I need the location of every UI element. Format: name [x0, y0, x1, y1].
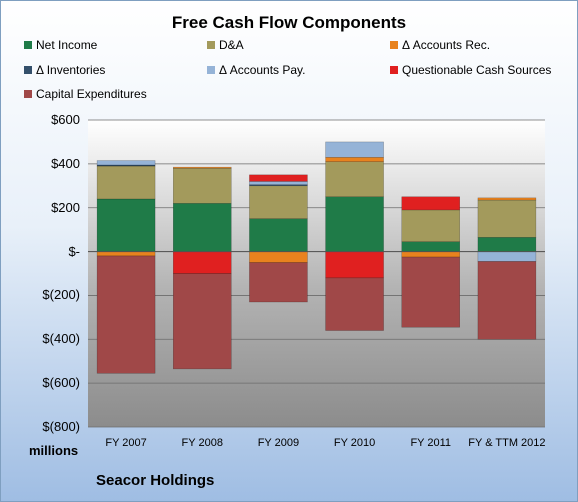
y-tick-label: $(200) [42, 287, 80, 303]
x-tick-label: FY 2007 [105, 437, 147, 449]
y-tick-label: $- [68, 243, 80, 259]
bar-segment [477, 251, 537, 262]
bar-segment [477, 261, 537, 340]
legend-item-inventories: Δ Inventories [24, 63, 105, 77]
bar-segment [401, 241, 460, 252]
x-tick-label: FY 2008 [181, 437, 223, 449]
x-tick-label: FY 2011 [410, 437, 452, 449]
legend-label: Δ Inventories [36, 63, 106, 77]
bar-segment [325, 251, 384, 279]
bar-segment [325, 277, 384, 331]
bar-segment [477, 197, 537, 201]
bar-segment [96, 160, 156, 166]
legend-swatch [390, 66, 398, 74]
unit-label: millions [29, 443, 79, 458]
y-tick-label: $400 [51, 155, 80, 171]
legend-item-da: D&A [207, 38, 244, 52]
bar-segment [477, 237, 537, 252]
y-tick-label: $(600) [42, 375, 80, 391]
legend-label: Δ Accounts Pay. [219, 63, 306, 77]
y-tick-label: $(800) [42, 419, 80, 434]
bar-segment [477, 199, 537, 238]
bar-segment [96, 251, 156, 257]
legend-label: D&A [219, 38, 244, 52]
bar-segment [249, 218, 308, 252]
bar-segment [249, 262, 308, 303]
x-tick-label: FY 2009 [257, 437, 300, 449]
bar-segment [96, 198, 156, 252]
bar-segment [325, 196, 384, 252]
bar-segment [96, 165, 156, 200]
legend-label: Questionable Cash Sources [402, 63, 552, 77]
bar-segment [96, 255, 156, 374]
bar-segment [401, 251, 460, 258]
bar-segment [401, 256, 460, 328]
legend-label: Net Income [36, 38, 98, 52]
y-tick-label: $200 [51, 199, 80, 215]
x-tick-label: FY & TTM 2012 [468, 437, 546, 449]
legend-item-net-income: Net Income [24, 38, 97, 52]
bar-segment [401, 196, 460, 211]
legend-item-accounts-rec: Δ Accounts Rec. [390, 38, 490, 52]
bar-segment [325, 161, 384, 198]
legend-swatch [207, 66, 215, 74]
bar-segment [401, 209, 460, 242]
bar-segment [173, 203, 232, 252]
bar-segment [249, 251, 308, 263]
y-tick-label: $(400) [42, 331, 80, 347]
company-name: Seacor Holdings [96, 472, 215, 489]
legend-item-capex: Capital Expenditures [24, 87, 147, 101]
legend-swatch [207, 41, 215, 49]
y-tick-label: $600 [51, 112, 80, 127]
bar-segment [249, 174, 308, 182]
legend-swatch [390, 41, 398, 49]
bar-segment [173, 166, 232, 169]
legend-swatch [24, 90, 32, 98]
legend-label: Δ Accounts Rec. [402, 38, 491, 52]
legend-swatch [24, 41, 32, 49]
bar-segment [173, 273, 232, 370]
legend-label: Capital Expenditures [36, 87, 147, 101]
bar-segment [173, 251, 232, 274]
chart-title: Free Cash Flow Components [171, 13, 407, 32]
bar-segment [249, 185, 308, 219]
bar-segment [249, 181, 308, 185]
bar-segment [325, 141, 384, 158]
bar-segment [325, 157, 384, 162]
x-tick-label: FY 2010 [333, 437, 376, 449]
bar-segment [173, 167, 232, 204]
plot-area [88, 120, 545, 427]
legend-item-accounts-pay: Δ Accounts Pay. [207, 63, 306, 77]
legend-swatch [24, 66, 32, 74]
legend-item-questionable-cash: Questionable Cash Sources [390, 63, 551, 77]
